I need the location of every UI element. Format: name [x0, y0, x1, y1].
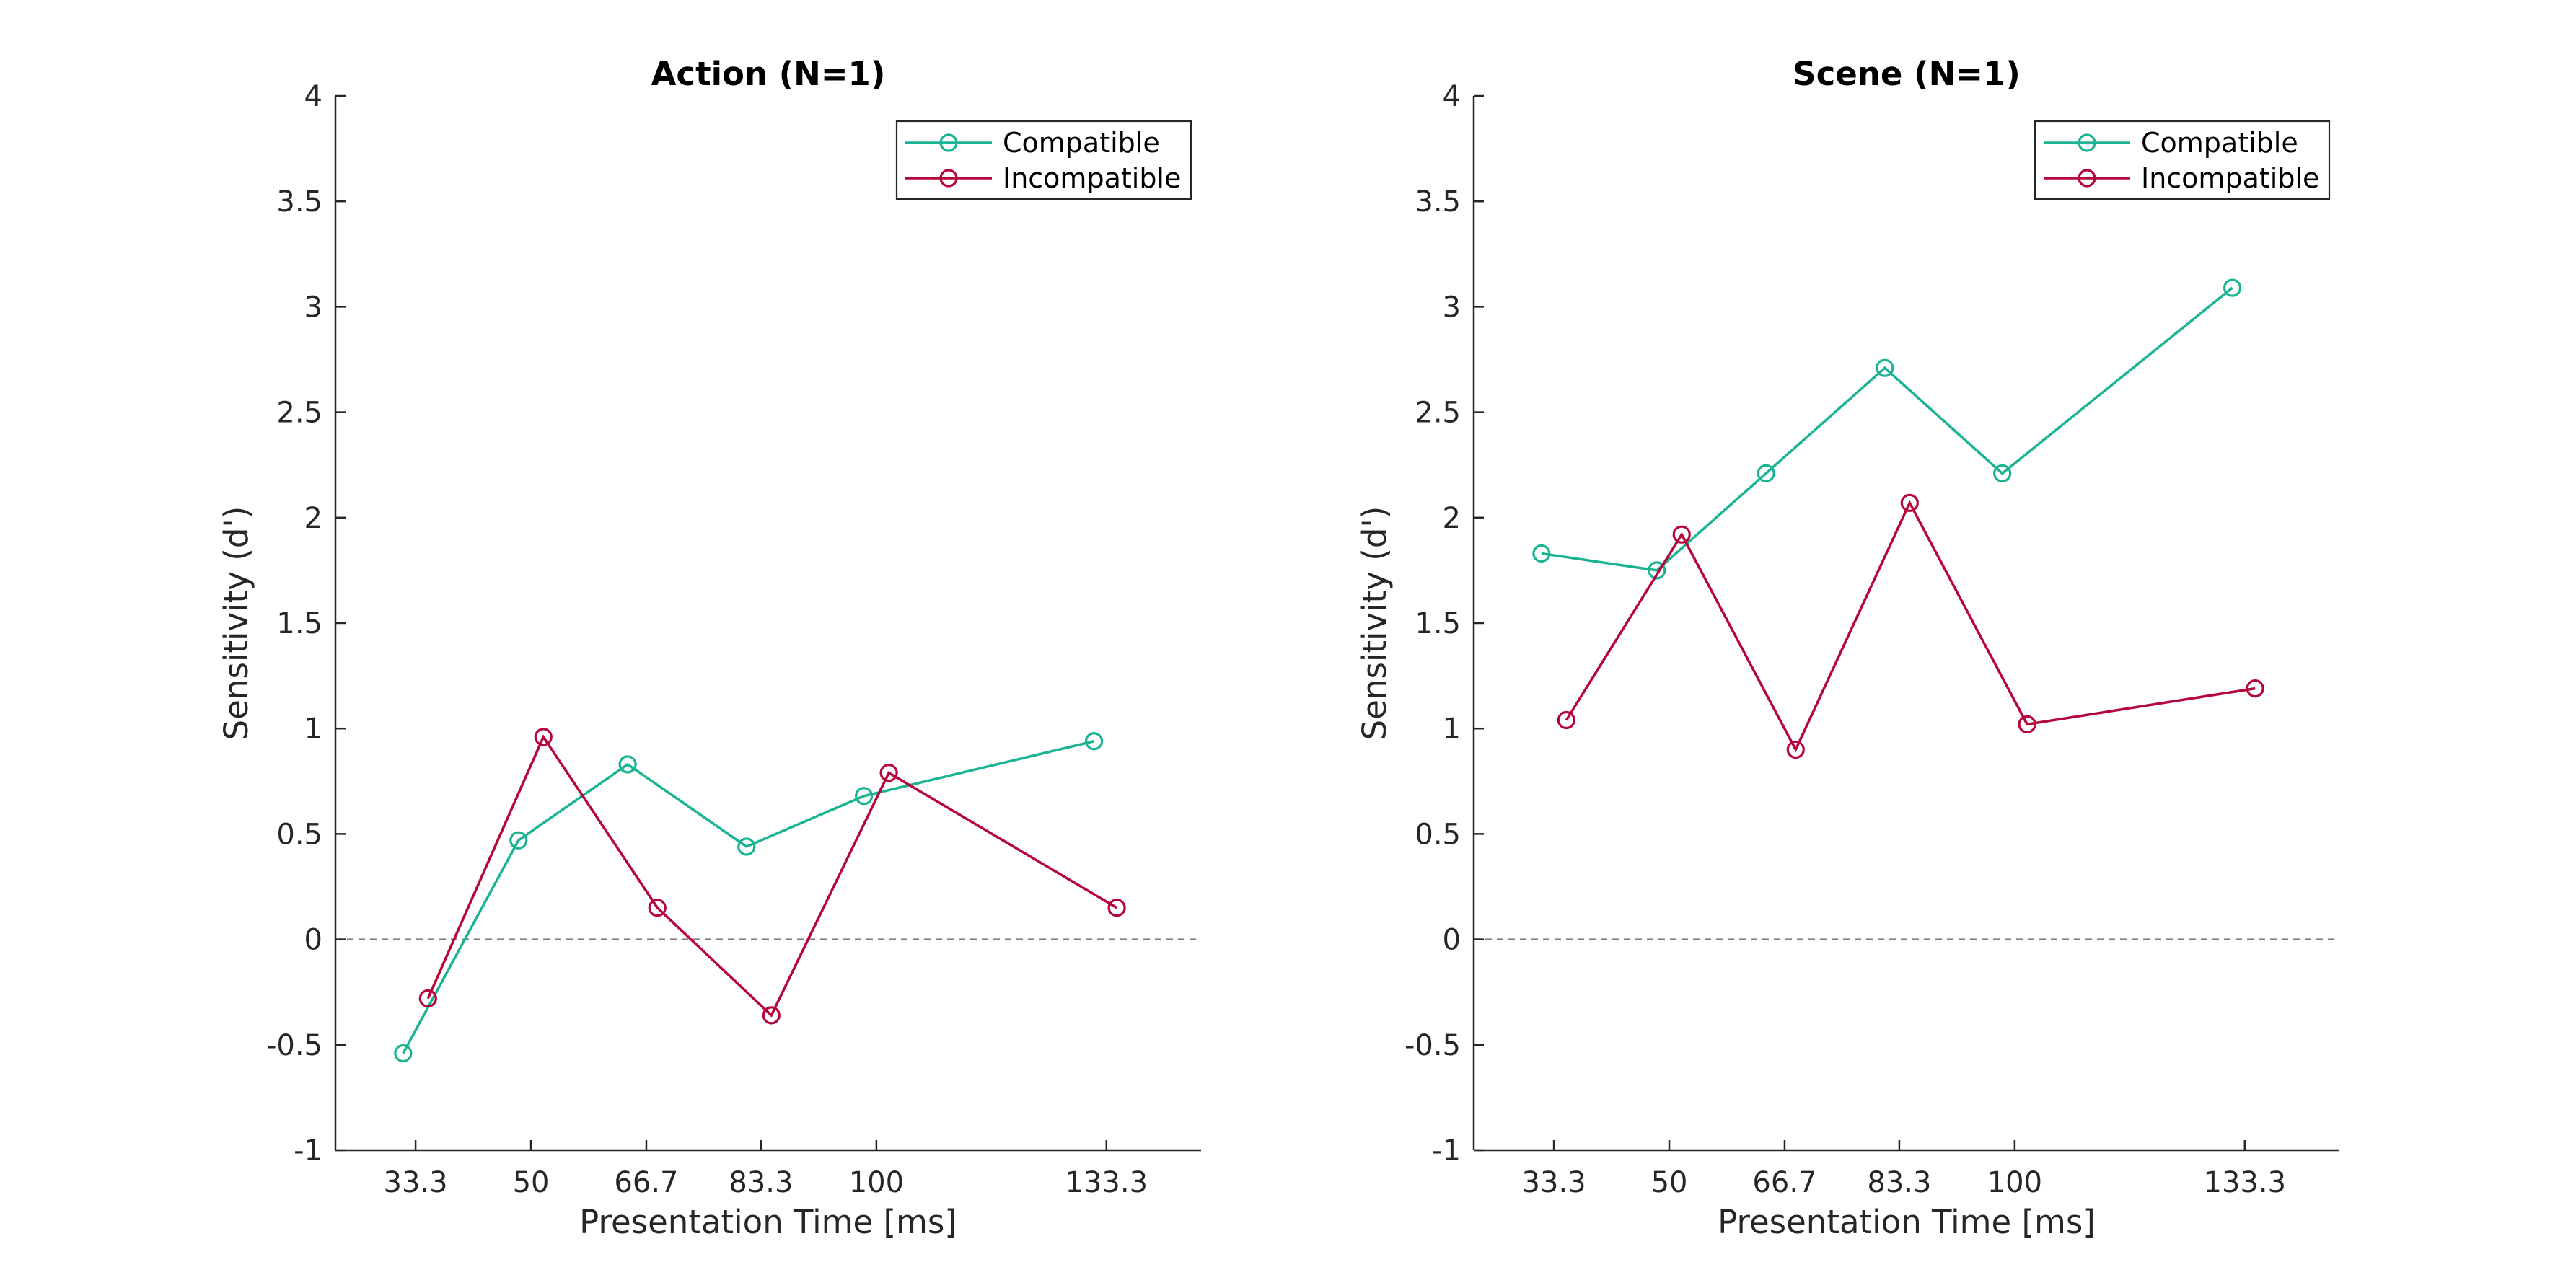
x-tick-label: 83.3: [729, 1166, 793, 1199]
x-tick-label: 100: [849, 1166, 904, 1199]
legend-entry-compatible: Compatible: [1003, 127, 1160, 159]
x-tick-label: 83.3: [1867, 1166, 1931, 1199]
x-axis-label: Presentation Time [ms]: [1718, 1203, 2096, 1241]
data-point-compatible: [737, 837, 756, 856]
data-point-incompatible: [418, 989, 437, 1008]
x-tick-label: 133.3: [1065, 1166, 1148, 1199]
data-point-incompatible: [648, 899, 667, 917]
legend-marker-compatible: [2078, 133, 2096, 152]
y-tick-label: 3: [304, 291, 322, 324]
data-point-incompatible: [762, 1006, 781, 1025]
x-tick-label: 33.3: [1522, 1166, 1586, 1199]
y-axis-label: Sensitivity (d'): [1355, 506, 1394, 741]
data-point-compatible: [1084, 732, 1104, 751]
data-point-compatible: [1648, 561, 1666, 580]
data-point-compatible: [509, 831, 528, 850]
series-incompatible: [418, 728, 1126, 1025]
series-incompatible: [1557, 493, 2264, 759]
series-line-incompatible: [1565, 500, 2256, 753]
y-tick-label: 0.5: [276, 818, 322, 851]
data-point-incompatible: [534, 728, 553, 746]
data-point-compatible: [618, 755, 637, 774]
data-point-incompatible: [2018, 715, 2036, 733]
chart-panel-action: -1 -0.5 0 0.5 1 1.5 2 2.5 3 3.5 4 33.3 50 66.7 83.3 100…: [217, 55, 1201, 1241]
x-tick-label: 50: [513, 1166, 550, 1199]
y-tick-label: 3.5: [1415, 185, 1461, 219]
y-axis-label: Sensitivity (d'): [217, 506, 255, 741]
y-tick-label: -1: [1432, 1134, 1461, 1168]
legend-entry-compatible: Compatible: [2141, 127, 2298, 159]
series-line-compatible: [1541, 286, 2233, 572]
series-line-compatible: [402, 740, 1094, 1054]
y-tick-label: 3.5: [276, 185, 322, 219]
data-point-incompatible: [1786, 740, 1805, 759]
data-point-incompatible: [1107, 899, 1126, 917]
chart-panel-scene: -1 -0.5 0 0.5 1 1.5 2 2.5 3 3.5 4 33.3 50 66.7 83.3 100…: [1355, 55, 2339, 1241]
data-point-incompatible: [1900, 493, 1919, 512]
legend-marker-incompatible: [939, 169, 958, 188]
x-tick-label: 133.3: [2204, 1166, 2287, 1199]
data-point-incompatible: [2246, 679, 2264, 698]
x-tick-label: 66.7: [1752, 1166, 1816, 1199]
data-point-compatible: [1757, 464, 1775, 482]
y-tick-label: 1: [304, 713, 322, 746]
legend-marker-incompatible: [2078, 169, 2096, 188]
x-axis-label: Presentation Time [ms]: [579, 1203, 957, 1241]
series-compatible: [1532, 278, 2242, 580]
x-tick-label: 33.3: [384, 1166, 448, 1199]
x-tick-label: 50: [1651, 1166, 1688, 1199]
y-tick-label: 0.5: [1415, 818, 1461, 851]
data-point-compatible: [1876, 358, 1894, 377]
y-tick-label: 1: [1443, 713, 1461, 746]
y-tick-label: 4: [304, 80, 322, 113]
y-tick-label: 2: [1443, 502, 1461, 535]
series-line-incompatible: [426, 734, 1118, 1018]
y-tick-label: 1.5: [1415, 607, 1461, 640]
legend-entry-incompatible: Incompatible: [2141, 162, 2319, 194]
data-point-compatible: [394, 1044, 413, 1063]
data-point-compatible: [855, 787, 874, 806]
data-point-incompatible: [879, 764, 898, 782]
data-point-compatible: [2223, 278, 2242, 297]
y-tick-label: 4: [1443, 80, 1461, 113]
y-tick-label: 3: [1443, 291, 1461, 324]
series-compatible: [394, 732, 1104, 1063]
legend-marker-compatible: [939, 133, 958, 152]
y-tick-label: 2.5: [276, 397, 322, 430]
x-tick-label: 66.7: [614, 1166, 678, 1199]
y-tick-label: 2: [304, 502, 322, 535]
legend-entry-incompatible: Incompatible: [1003, 162, 1181, 194]
y-tick-label: -1: [294, 1134, 322, 1168]
x-tick-label: 100: [1987, 1166, 2042, 1199]
y-tick-label: 2.5: [1415, 397, 1461, 430]
y-tick-label: 0: [1443, 924, 1461, 957]
chart-title: Action (N=1): [651, 55, 886, 93]
y-tick-label: 1.5: [276, 607, 322, 640]
y-tick-label: -0.5: [1405, 1029, 1461, 1062]
data-point-compatible: [1993, 464, 2012, 482]
legend-box: [895, 120, 1192, 200]
data-point-compatible: [1532, 544, 1551, 563]
y-tick-label: -0.5: [266, 1029, 322, 1062]
data-point-incompatible: [1672, 525, 1691, 544]
y-tick-label: 0: [304, 924, 322, 957]
data-point-incompatible: [1557, 710, 1575, 730]
chart-title: Scene (N=1): [1793, 55, 2021, 93]
